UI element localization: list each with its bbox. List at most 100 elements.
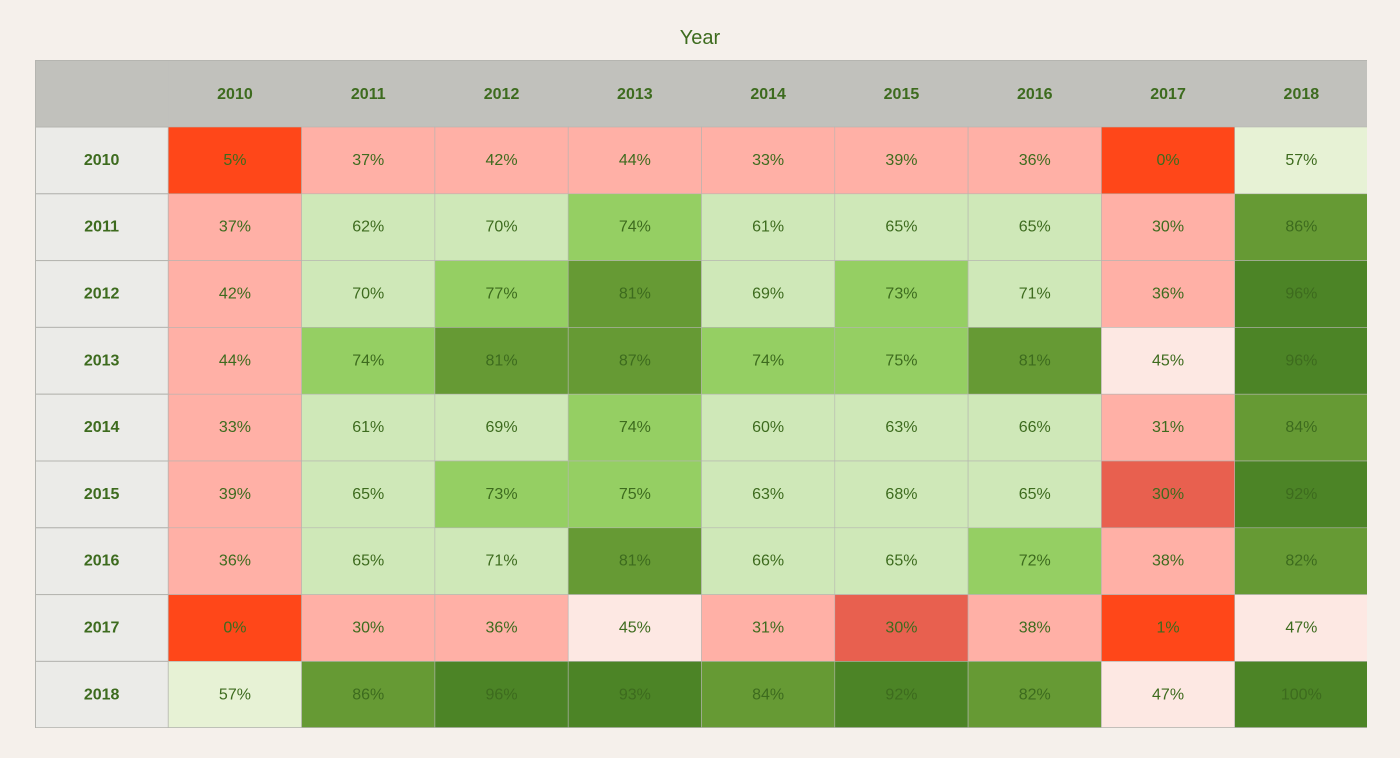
- heat-cell-2011-2010: [168, 193, 302, 261]
- cell-value-2017-2013: 45%: [619, 620, 651, 637]
- heat-cell-2015-2013: [567, 460, 702, 529]
- cell-value-2014-2014: 60%: [752, 419, 784, 436]
- column-header-2013: 2013: [617, 86, 653, 103]
- cell-value-2016-2012: 71%: [486, 553, 518, 570]
- row-header-2010: 2010: [84, 152, 120, 169]
- cell-value-2010-2015: 39%: [885, 152, 917, 169]
- column-header-2016: 2016: [1017, 86, 1053, 103]
- heat-cell-2010-2015: [834, 126, 969, 195]
- cell-value-2014-2011: 61%: [352, 419, 384, 436]
- heat-cell-2018-2017: [1101, 661, 1236, 728]
- row-header-2018: 2018: [84, 686, 120, 703]
- cell-value-2011-2014: 61%: [752, 219, 784, 236]
- heat-cell-2014-2012: [434, 393, 569, 462]
- heat-cell-2016-2013: [567, 527, 702, 595]
- heat-cell-2011-2011: [301, 193, 436, 261]
- heat-cell-2015-2016: [967, 460, 1102, 529]
- heat-cell-2013-2018: [1234, 327, 1367, 395]
- heat-cell-2015-2017: [1101, 460, 1236, 529]
- heatmap-cells: [35, 60, 1367, 728]
- cell-value-2017-2017: 1%: [1156, 620, 1179, 637]
- heat-cell-2018-2010: [168, 661, 302, 728]
- heat-cell-2016-2010: [168, 527, 302, 595]
- cell-value-2013-2014: 74%: [752, 352, 784, 369]
- cell-value-2014-2015: 63%: [885, 419, 917, 436]
- cell-value-2010-2011: 37%: [352, 152, 384, 169]
- cell-value-2012-2013: 81%: [619, 286, 651, 303]
- heat-cell-2014-2010: [168, 393, 302, 462]
- cell-value-2013-2015: 75%: [885, 352, 917, 369]
- heat-cell-2018-2011: [301, 661, 436, 728]
- cell-value-2011-2013: 74%: [619, 219, 651, 236]
- heat-cell-2013-2015: [834, 327, 969, 395]
- cell-value-2014-2013: 74%: [619, 419, 651, 436]
- heat-cell-2016-2015: [834, 527, 969, 595]
- row-header-cell-2016: [35, 527, 169, 596]
- cell-value-2018-2014: 84%: [752, 686, 784, 703]
- heatmap-labels: 2010 2011 2012 2013 2014 2015 2016 2017 2018 2010…: [84, 86, 1322, 703]
- heat-cell-2013-2016: [967, 327, 1102, 395]
- heat-cell-2012-2010: [168, 260, 302, 328]
- heat-cell-2011-2014: [701, 193, 836, 261]
- heat-cell-2014-2013: [567, 393, 702, 462]
- heat-cell-2011-2012: [434, 193, 569, 261]
- cell-value-2015-2016: 65%: [1019, 486, 1051, 503]
- row-header-cell-2017: [35, 594, 169, 662]
- cell-value-2018-2010: 57%: [219, 686, 251, 703]
- heat-cell-2010-2011: [301, 126, 436, 195]
- cell-value-2016-2018: 82%: [1285, 553, 1317, 570]
- cell-value-2018-2012: 96%: [486, 686, 518, 703]
- heat-cell-2017-2011: [301, 594, 436, 662]
- cell-value-2013-2011: 74%: [352, 352, 384, 369]
- row-header-cell-2012: [35, 260, 169, 328]
- heatmap-chart: 2010 2011 2012 2013 2014 2015 2016 2017 2018 2010…: [35, 60, 1367, 728]
- cell-value-2012-2011: 70%: [352, 286, 384, 303]
- cell-value-2012-2012: 77%: [486, 286, 518, 303]
- row-header-2015: 2015: [84, 486, 120, 503]
- cell-value-2010-2018: 57%: [1285, 152, 1317, 169]
- column-header-2018: 2018: [1284, 86, 1320, 103]
- cell-value-2018-2016: 82%: [1019, 686, 1051, 703]
- cell-value-2014-2016: 66%: [1019, 419, 1051, 436]
- cell-value-2017-2014: 31%: [752, 620, 784, 637]
- row-header-cell-2014: [35, 393, 169, 462]
- heat-cell-2017-2017: [1101, 594, 1236, 662]
- row-header-2012: 2012: [84, 286, 120, 303]
- heat-cell-2012-2015: [834, 260, 969, 328]
- heat-cell-2015-2014: [701, 460, 836, 529]
- heat-cell-2011-2015: [834, 193, 969, 261]
- cell-value-2013-2016: 81%: [1019, 352, 1051, 369]
- heat-cell-2018-2016: [967, 661, 1102, 728]
- cell-value-2011-2011: 62%: [352, 219, 384, 236]
- row-header-2016: 2016: [84, 553, 120, 570]
- heat-cell-2016-2017: [1101, 527, 1236, 595]
- cell-value-2018-2017: 47%: [1152, 686, 1184, 703]
- heat-cell-2017-2012: [434, 594, 569, 662]
- heat-cell-2015-2010: [168, 460, 302, 529]
- heat-cell-2014-2011: [301, 393, 436, 462]
- cell-value-2013-2017: 45%: [1152, 352, 1184, 369]
- heat-cell-2017-2013: [567, 594, 702, 662]
- heat-cell-2014-2014: [701, 393, 836, 462]
- column-header-2015: 2015: [884, 86, 920, 103]
- heat-cell-2011-2017: [1101, 193, 1236, 261]
- cell-value-2018-2011: 86%: [352, 686, 384, 703]
- heat-cell-2016-2012: [434, 527, 569, 595]
- cell-value-2013-2010: 44%: [219, 352, 251, 369]
- cell-value-2012-2018: 96%: [1285, 286, 1317, 303]
- cell-value-2011-2016: 65%: [1019, 219, 1051, 236]
- row-header-cell-2011: [35, 193, 169, 262]
- corner-cell: [35, 60, 169, 127]
- heat-cell-2017-2014: [701, 594, 836, 662]
- cell-value-2011-2015: 65%: [885, 219, 917, 236]
- heat-cell-2014-2015: [834, 393, 969, 462]
- cell-value-2015-2015: 68%: [885, 486, 917, 503]
- cell-value-2017-2018: 47%: [1285, 620, 1317, 637]
- cell-value-2013-2013: 87%: [619, 352, 651, 369]
- heat-cell-2015-2018: [1234, 460, 1367, 529]
- heat-cell-2018-2014: [701, 661, 836, 728]
- cell-value-2016-2013: 81%: [619, 553, 651, 570]
- heat-cell-2013-2011: [301, 327, 436, 395]
- heat-cell-2011-2016: [967, 193, 1102, 261]
- cell-value-2018-2018: 100%: [1281, 686, 1322, 703]
